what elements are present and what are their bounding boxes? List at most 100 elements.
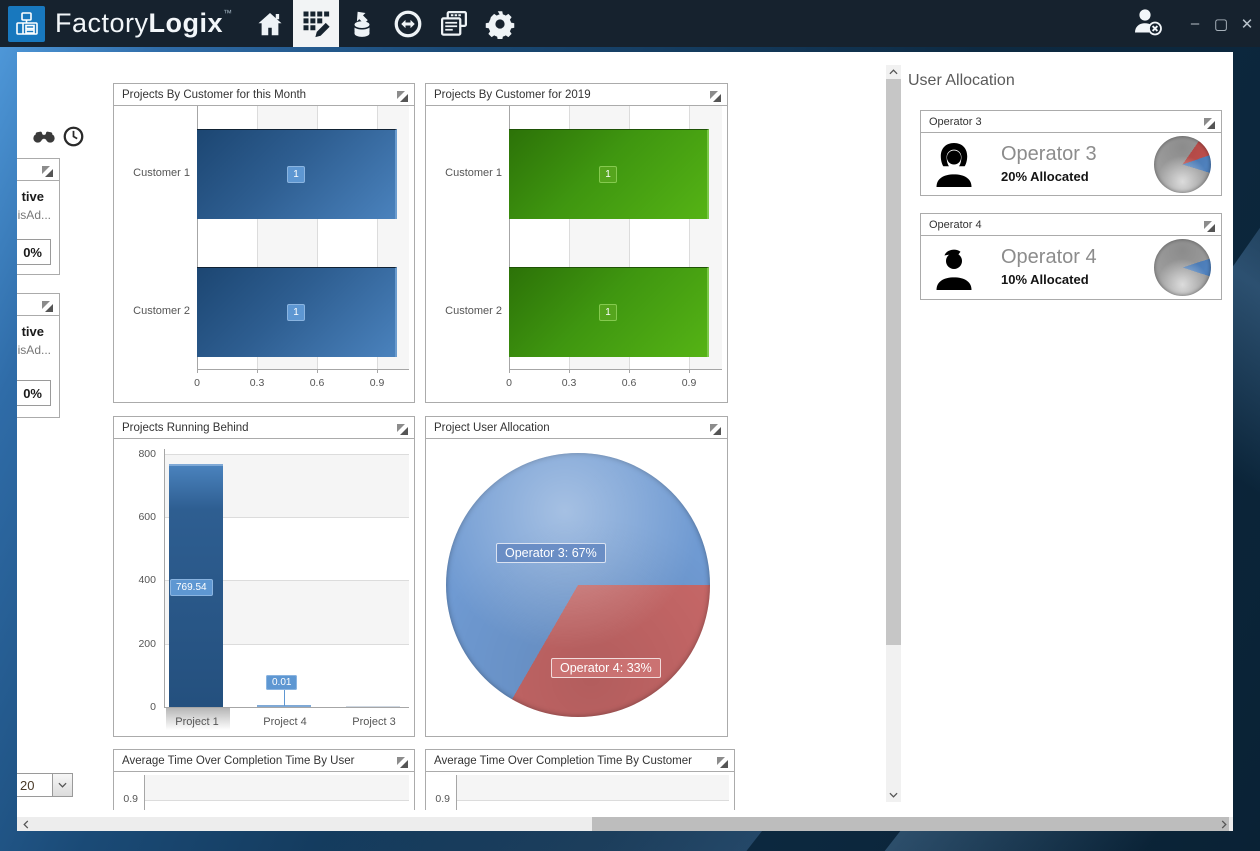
brand-regular: Factory bbox=[55, 8, 149, 38]
scroll-down-arrow[interactable] bbox=[886, 788, 901, 802]
operator-name: Operator 4 bbox=[1001, 246, 1097, 268]
left-card-2-value[interactable]: 0% bbox=[17, 380, 51, 406]
left-card-1-user-fragment: gisAd... bbox=[17, 208, 51, 222]
pie-slice-label-operator-4: Operator 4: 33% bbox=[551, 658, 661, 678]
vertical-scroll-thumb[interactable] bbox=[886, 79, 901, 645]
pie-slice-label-operator-3: Operator 3: 67% bbox=[496, 543, 606, 563]
panel-title: Projects By Customer for this Month bbox=[122, 88, 307, 101]
vertical-scrollbar[interactable] bbox=[886, 65, 901, 802]
left-toolbar bbox=[33, 126, 84, 152]
x-tick-label: 0.3 bbox=[561, 377, 577, 389]
scroll-up-arrow[interactable] bbox=[886, 65, 901, 79]
mini-pie-gloss bbox=[1154, 239, 1211, 296]
bar-customer-1[interactable]: 1 bbox=[509, 129, 709, 219]
chart-area: 800 600 400 200 0 769.54 0.01 bbox=[114, 439, 414, 736]
horizontal-scrollbar[interactable] bbox=[17, 817, 1233, 831]
card-title: Operator 3 bbox=[929, 115, 982, 128]
expand-icon[interactable] bbox=[42, 299, 53, 312]
panel-title: Project User Allocation bbox=[434, 421, 550, 434]
panel-title: Average Time Over Completion Time By Cus… bbox=[434, 754, 692, 767]
bar-project-4[interactable] bbox=[257, 705, 311, 707]
scroll-left-arrow[interactable] bbox=[19, 817, 33, 831]
operator-allocation: 20% Allocated bbox=[1001, 169, 1089, 184]
horizontal-scroll-thumb[interactable] bbox=[592, 817, 1229, 831]
panel-title: Projects By Customer for 2019 bbox=[434, 88, 591, 101]
panel-avg-time-by-customer: Average Time Over Completion Time By Cus… bbox=[425, 749, 735, 810]
nav-dashboard-button-active[interactable] bbox=[292, 0, 339, 47]
minimize-button[interactable]: – bbox=[1190, 15, 1200, 32]
y-tick-label: 200 bbox=[138, 638, 156, 650]
y-category-label: Customer 1 bbox=[133, 167, 190, 179]
expand-icon[interactable] bbox=[1204, 116, 1215, 129]
main-content: tive gisAd... 0% tive gisAd... 0% Projec… bbox=[17, 52, 1233, 831]
maximize-button[interactable]: ▢ bbox=[1213, 15, 1229, 33]
expand-icon[interactable] bbox=[42, 164, 53, 177]
selected-category-shadow bbox=[166, 708, 230, 730]
mini-pie-gloss bbox=[1154, 136, 1211, 193]
titlebar-right: – ▢ ✕ bbox=[1130, 0, 1260, 47]
male-avatar-icon bbox=[930, 244, 978, 297]
expand-icon[interactable] bbox=[397, 89, 408, 102]
expand-icon[interactable] bbox=[710, 422, 721, 435]
app-logo-icon bbox=[8, 5, 45, 42]
card-body: Operator 4 10% Allocated bbox=[921, 236, 1221, 299]
expand-icon[interactable] bbox=[397, 755, 408, 768]
logout-user-icon[interactable] bbox=[1130, 5, 1164, 42]
y-category-label: Customer 2 bbox=[445, 305, 502, 317]
bar-value-label: 1 bbox=[599, 166, 617, 183]
operator-3-mini-pie bbox=[1154, 136, 1211, 193]
x-tick-label: 0.6 bbox=[309, 377, 325, 389]
x-tick-label: 0.9 bbox=[369, 377, 385, 389]
main-nav bbox=[247, 0, 523, 47]
bar-project-3[interactable] bbox=[346, 706, 400, 707]
bar-value-callout: 769.54 bbox=[170, 577, 213, 596]
chart-area: 1 1 Customer 1 Customer 2 0 0.3 0.6 0.9 bbox=[426, 106, 727, 402]
bar-value-label: 1 bbox=[287, 304, 305, 321]
y-category-label: Customer 1 bbox=[445, 167, 502, 179]
nav-materials-button[interactable] bbox=[339, 0, 385, 47]
panel-project-user-allocation: Project User Allocation Operator 3: 67% … bbox=[425, 416, 728, 737]
nav-reports-button[interactable] bbox=[431, 0, 477, 47]
x-tick-label: 0.9 bbox=[681, 377, 697, 389]
bar-customer-1[interactable]: 1 bbox=[197, 129, 397, 219]
brand-bold: Logix bbox=[148, 8, 224, 38]
app-title: FactoryLogix™ bbox=[55, 8, 233, 39]
panel-projects-by-customer-month: Projects By Customer for this Month 1 1 bbox=[113, 83, 415, 403]
bar-value-callout: 0.01 bbox=[266, 672, 298, 690]
left-card-2-status-fragment: tive bbox=[21, 324, 44, 339]
expand-icon[interactable] bbox=[710, 89, 721, 102]
expand-icon[interactable] bbox=[397, 422, 408, 435]
expand-icon[interactable] bbox=[1204, 219, 1215, 232]
operator-3-card: Operator 3 Operator 3 20% Allocated bbox=[920, 110, 1222, 196]
x-category-label: Project 1 bbox=[175, 716, 219, 728]
callout-line bbox=[284, 688, 285, 706]
chart-area: Operator 3: 67% Operator 4: 33% bbox=[426, 439, 727, 736]
scroll-right-arrow[interactable] bbox=[1217, 817, 1231, 831]
bar-customer-2[interactable]: 1 bbox=[509, 267, 709, 357]
titlebar: FactoryLogix™ bbox=[0, 0, 1260, 47]
panel-projects-running-behind: Projects Running Behind 800 600 400 200 … bbox=[113, 416, 415, 737]
close-button[interactable]: ✕ bbox=[1240, 15, 1254, 33]
nav-home-button[interactable] bbox=[247, 0, 293, 47]
clock-icon[interactable] bbox=[63, 126, 84, 152]
operator-name: Operator 3 bbox=[1001, 143, 1097, 165]
nav-transfer-button[interactable] bbox=[385, 0, 431, 47]
card-body: Operator 3 20% Allocated bbox=[921, 133, 1221, 195]
chevron-down-icon[interactable] bbox=[52, 774, 72, 796]
binoculars-icon[interactable] bbox=[33, 130, 55, 149]
panel-projects-by-customer-2019: Projects By Customer for 2019 1 1 bbox=[425, 83, 728, 403]
x-tick-label: 0 bbox=[194, 377, 200, 389]
panel-avg-time-by-user: Average Time Over Completion Time By Use… bbox=[113, 749, 415, 810]
y-tick-label: 0.9 bbox=[123, 793, 138, 805]
bar-customer-2[interactable]: 1 bbox=[197, 267, 397, 357]
left-card-1-status-fragment: tive bbox=[21, 189, 44, 204]
y-tick-label: 800 bbox=[138, 448, 156, 460]
operator-4-card: Operator 4 Operator 4 10% Allocated bbox=[920, 213, 1222, 300]
page-size-value: 20 bbox=[20, 778, 35, 793]
pie-chart[interactable] bbox=[446, 453, 710, 717]
nav-settings-button[interactable] bbox=[477, 0, 523, 47]
page-size-select[interactable]: 20 bbox=[17, 773, 73, 797]
left-card-1-value[interactable]: 0% bbox=[17, 239, 51, 265]
chart-area: 0.9 bbox=[426, 772, 734, 810]
expand-icon[interactable] bbox=[717, 755, 728, 768]
